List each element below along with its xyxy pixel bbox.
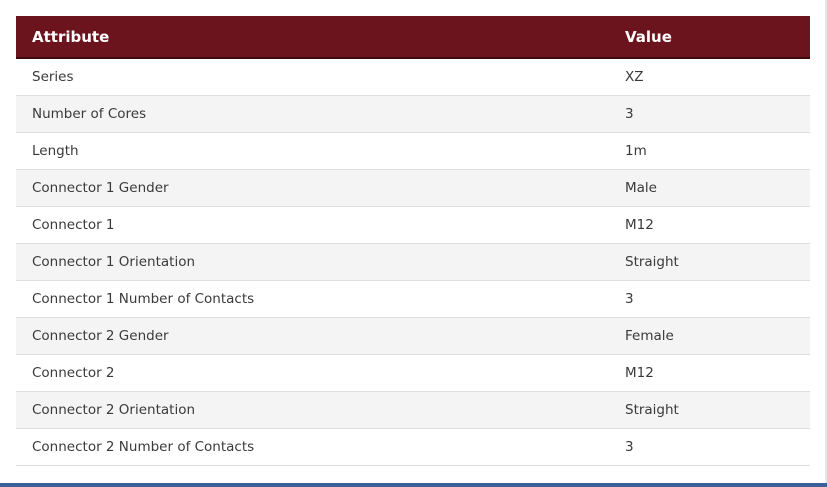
header-attribute: Attribute bbox=[16, 16, 610, 59]
value-cell: 1m bbox=[610, 132, 810, 170]
bottom-accent-bar bbox=[0, 483, 827, 487]
table-body: Series XZ Number of Cores 3 Length 1m Co… bbox=[16, 58, 810, 466]
attribute-cell: Connector 1 bbox=[16, 206, 610, 244]
header-value: Value bbox=[610, 16, 810, 59]
table-row: Number of Cores 3 bbox=[16, 95, 810, 133]
attribute-table-container: Attribute Value Series XZ Number of Core… bbox=[16, 16, 810, 466]
table-row: Connector 1 Gender Male bbox=[16, 169, 810, 207]
value-cell: Female bbox=[610, 317, 810, 355]
table-row: Connector 2 Number of Contacts 3 bbox=[16, 428, 810, 466]
value-cell: 3 bbox=[610, 428, 810, 466]
attribute-cell: Series bbox=[16, 58, 610, 96]
table-row: Connector 1 Number of Contacts 3 bbox=[16, 280, 810, 318]
value-cell: Straight bbox=[610, 391, 810, 429]
attribute-cell: Connector 2 Orientation bbox=[16, 391, 610, 429]
value-cell: Male bbox=[610, 169, 810, 207]
attribute-cell: Connector 1 Gender bbox=[16, 169, 610, 207]
attribute-cell: Length bbox=[16, 132, 610, 170]
table-header: Attribute Value bbox=[16, 16, 810, 59]
value-cell: Straight bbox=[610, 243, 810, 281]
value-cell: 3 bbox=[610, 280, 810, 318]
table-row: Length 1m bbox=[16, 132, 810, 170]
value-cell: XZ bbox=[610, 58, 810, 96]
value-cell: 3 bbox=[610, 95, 810, 133]
header-row: Attribute Value bbox=[16, 16, 810, 59]
attribute-cell: Connector 2 bbox=[16, 354, 610, 392]
table-row: Connector 2 Gender Female bbox=[16, 317, 810, 355]
attribute-cell: Connector 2 Number of Contacts bbox=[16, 428, 610, 466]
table-row: Connector 1 Orientation Straight bbox=[16, 243, 810, 281]
table-row: Series XZ bbox=[16, 58, 810, 96]
value-cell: M12 bbox=[610, 354, 810, 392]
attribute-cell: Connector 2 Gender bbox=[16, 317, 610, 355]
attribute-table: Attribute Value Series XZ Number of Core… bbox=[16, 16, 810, 466]
table-row: Connector 1 M12 bbox=[16, 206, 810, 244]
attribute-cell: Connector 1 Orientation bbox=[16, 243, 610, 281]
scrollbar-edge bbox=[825, 0, 827, 487]
table-row: Connector 2 Orientation Straight bbox=[16, 391, 810, 429]
attribute-cell: Number of Cores bbox=[16, 95, 610, 133]
table-row: Connector 2 M12 bbox=[16, 354, 810, 392]
attribute-cell: Connector 1 Number of Contacts bbox=[16, 280, 610, 318]
value-cell: M12 bbox=[610, 206, 810, 244]
